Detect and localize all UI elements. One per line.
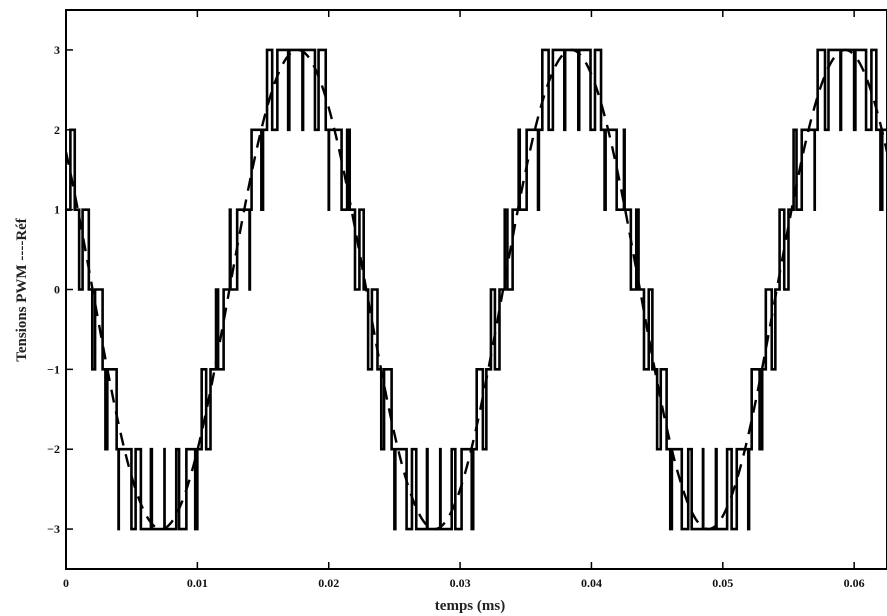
plot-background: [66, 10, 887, 569]
x-tick-label: 0.04: [581, 576, 602, 590]
x-axis-title: temps (ms): [435, 598, 505, 614]
reference-series-line: [66, 48, 887, 531]
series-layer: [66, 48, 887, 531]
y-tick-label: −1: [47, 362, 60, 376]
y-tick-label: 0: [54, 283, 60, 297]
y-tick-label: −2: [47, 442, 60, 456]
x-tick-label: 0.02: [318, 576, 339, 590]
y-tick-label: −3: [47, 522, 60, 536]
x-tick-label: 0.05: [712, 576, 733, 590]
y-axis-title: Tensions PWM ----Réf: [14, 217, 30, 362]
x-tick-label: 0.03: [450, 576, 471, 590]
y-tick-label: 2: [54, 123, 60, 137]
y-tick-label: 1: [54, 203, 60, 217]
x-tick-label: 0.01: [187, 576, 208, 590]
pwm-series-line: [66, 48, 887, 531]
ticks-layer: 0 0.01 0.02 0.03 0.04 0.05 0.06 3 2 1 0 −1 −2 −3: [47, 10, 865, 590]
y-tick-label: 3: [54, 43, 60, 57]
plot-frame: [65, 9, 887, 570]
x-tick-label: 0.06: [844, 576, 865, 590]
x-tick-label: 0: [63, 576, 69, 590]
